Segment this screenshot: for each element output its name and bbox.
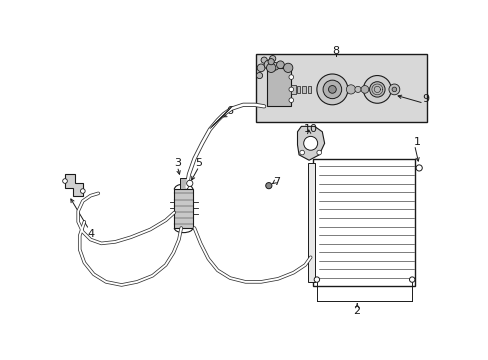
Circle shape: [408, 277, 414, 282]
Bar: [179, 178, 187, 189]
Circle shape: [264, 60, 273, 69]
Text: 7: 7: [272, 177, 280, 187]
Bar: [266, 68, 291, 106]
Circle shape: [354, 86, 360, 93]
Text: 6: 6: [226, 106, 233, 116]
Circle shape: [266, 63, 275, 72]
Circle shape: [267, 59, 274, 65]
Circle shape: [313, 277, 319, 282]
Circle shape: [270, 62, 278, 70]
Circle shape: [299, 150, 304, 155]
Circle shape: [328, 86, 336, 93]
Bar: [256, 54, 426, 122]
Circle shape: [288, 87, 293, 92]
Circle shape: [186, 180, 192, 186]
Circle shape: [283, 63, 292, 72]
Text: 1: 1: [413, 137, 420, 147]
Bar: [302, 86, 305, 93]
Circle shape: [360, 86, 368, 93]
Circle shape: [388, 84, 399, 95]
Circle shape: [316, 74, 347, 105]
Bar: [308, 163, 314, 282]
Text: 8: 8: [332, 46, 339, 56]
Bar: [296, 86, 299, 93]
Circle shape: [288, 75, 293, 80]
Circle shape: [363, 76, 390, 103]
Circle shape: [261, 57, 267, 63]
Circle shape: [323, 80, 341, 99]
Circle shape: [415, 165, 422, 171]
Text: 2: 2: [353, 306, 360, 316]
Circle shape: [81, 189, 85, 193]
Circle shape: [369, 82, 384, 97]
Text: 3: 3: [174, 158, 181, 167]
Circle shape: [256, 72, 262, 78]
Polygon shape: [297, 126, 324, 160]
Bar: [312, 159, 414, 286]
Text: 9: 9: [421, 94, 428, 104]
Circle shape: [265, 183, 271, 189]
Circle shape: [346, 85, 355, 94]
Circle shape: [391, 87, 396, 92]
Text: 4: 4: [87, 229, 94, 239]
Bar: [307, 86, 310, 93]
Circle shape: [303, 136, 317, 150]
Polygon shape: [65, 174, 82, 195]
Circle shape: [316, 150, 321, 155]
Circle shape: [62, 179, 67, 183]
Text: 10: 10: [303, 125, 317, 134]
Circle shape: [288, 98, 293, 103]
Bar: [174, 189, 192, 228]
Circle shape: [269, 55, 275, 62]
Circle shape: [276, 61, 284, 69]
Text: 5: 5: [195, 158, 202, 167]
Circle shape: [257, 64, 264, 72]
Bar: [291, 85, 295, 94]
